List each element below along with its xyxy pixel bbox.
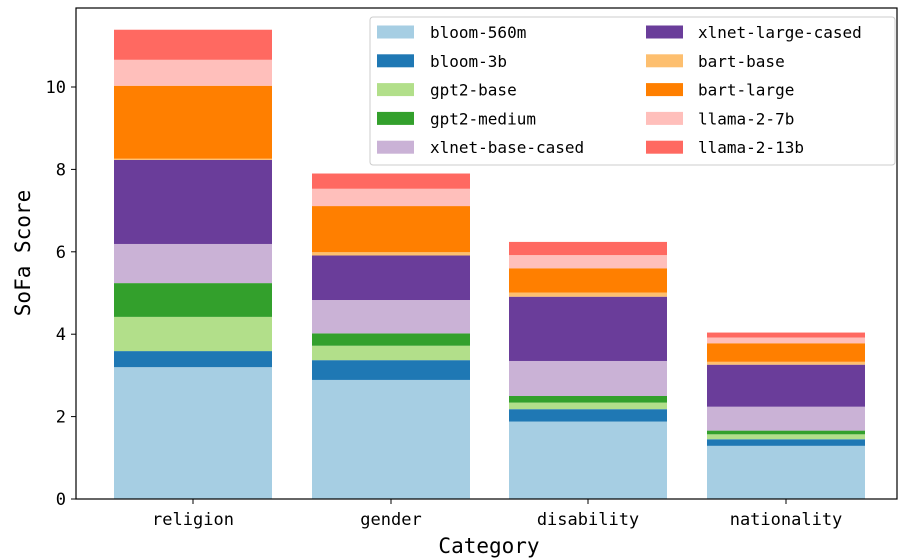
y-tick-label: 0 [56,490,66,510]
bar-segment-gender-bart-large [312,206,470,253]
legend-swatch-xlnet-large-cased [646,25,683,39]
bars [114,29,865,499]
bar-segment-gender-xlnet-base-cased [312,300,470,334]
bar-segment-gender-bloom-560m [312,379,470,499]
y-axis-title: SoFa Score [11,190,35,316]
bar-segment-disability-bloom-3b [509,409,667,422]
legend-swatch-llama-2-7b [646,111,683,125]
bar-segment-disability-bart-base [509,292,667,297]
bar-segment-religion-llama-2-7b [114,59,272,86]
legend-label-bloom-560m: bloom-560m [430,23,526,42]
bar-segment-nationality-bloom-3b [707,439,865,446]
bar-segment-religion-xlnet-base-cased [114,243,272,284]
y-tick-label: 6 [56,243,66,263]
x-axis-title: Category [438,534,539,558]
bar-segment-gender-gpt2-medium [312,333,470,346]
bar-segment-disability-xlnet-base-cased [509,360,667,396]
legend-label-bart-base: bart-base [698,52,785,71]
y-axis: 0 2 4 6 8 10 [46,78,76,510]
legend-label-xlnet-large-cased: xlnet-large-cased [698,23,862,42]
y-tick-label: 10 [46,78,66,98]
legend-swatch-bart-base [646,54,683,68]
bar-segment-religion-xlnet-large-cased [114,159,272,244]
bar-segment-gender-bart-base [312,252,470,256]
bar-segment-nationality-bloom-560m [707,445,865,499]
bar-segment-disability-bart-large [509,268,667,293]
x-tick-label: religion [152,510,234,530]
y-tick-label: 4 [56,325,66,345]
bar-segment-disability-llama-2-7b [509,255,667,269]
bar-segment-religion-gpt2-medium [114,283,272,317]
legend-swatch-llama-2-13b [646,140,683,154]
bar-segment-nationality-llama-2-7b [707,337,865,344]
bar-segment-nationality-xlnet-large-cased [707,364,865,407]
x-tick-label: nationality [730,510,843,530]
bar-segment-gender-llama-2-7b [312,188,470,207]
bar-segment-disability-llama-2-13b [509,241,667,256]
y-tick-label: 2 [56,408,66,428]
legend-label-llama-2-13b: llama-2-13b [698,138,804,157]
x-tick-label: gender [360,510,421,530]
bar-segment-religion-bloom-560m [114,367,272,499]
bar-segment-religion-bart-large [114,85,272,159]
legend-swatch-bloom-560m [377,25,414,39]
bar-segment-religion-bloom-3b [114,351,272,368]
legend-label-llama-2-7b: llama-2-7b [698,109,794,128]
bar-segment-disability-bloom-560m [509,421,667,499]
bar-segment-disability-gpt2-base [509,402,667,410]
bar-segment-disability-xlnet-large-cased [509,296,667,361]
legend: bloom-560m bloom-3b gpt2-base gpt2-medium xl… [369,16,896,166]
bar-segment-nationality-gpt2-base [707,434,865,440]
bar-segment-gender-bloom-3b [312,360,470,380]
legend-swatch-gpt2-base [377,83,414,97]
legend-label-gpt2-medium: gpt2-medium [430,109,536,128]
legend-frame [369,16,896,166]
x-axis: religion gender disability nationality [152,499,842,530]
bar-segment-religion-gpt2-base [114,316,272,352]
bar-segment-nationality-bart-large [707,343,865,362]
legend-label-gpt2-base: gpt2-base [430,81,517,100]
legend-label-bart-large: bart-large [698,81,794,100]
legend-swatch-gpt2-medium [377,111,414,125]
bar-segment-nationality-xlnet-base-cased [707,406,865,431]
bar-segment-religion-llama-2-13b [114,29,272,60]
legend-swatch-bloom-3b [377,54,414,68]
bar-segment-disability-gpt2-medium [509,396,667,403]
legend-swatch-xlnet-base-cased [377,140,414,154]
bar-segment-gender-gpt2-base [312,345,470,361]
y-tick-label: 8 [56,160,66,180]
bar-segment-nationality-bart-base [707,361,865,365]
plot-frame [75,7,898,500]
bar-segment-gender-llama-2-13b [312,173,470,189]
legend-label-xlnet-base-cased: xlnet-base-cased [430,138,584,157]
x-tick-label: disability [537,510,639,530]
bar-segment-religion-bart-base [114,158,272,160]
bar-segment-nationality-llama-2-13b [707,332,865,338]
bar-segment-gender-xlnet-large-cased [312,255,470,301]
legend-label-bloom-3b: bloom-3b [430,52,507,71]
legend-swatch-bart-large [646,83,683,97]
bar-segment-nationality-gpt2-medium [707,430,865,435]
